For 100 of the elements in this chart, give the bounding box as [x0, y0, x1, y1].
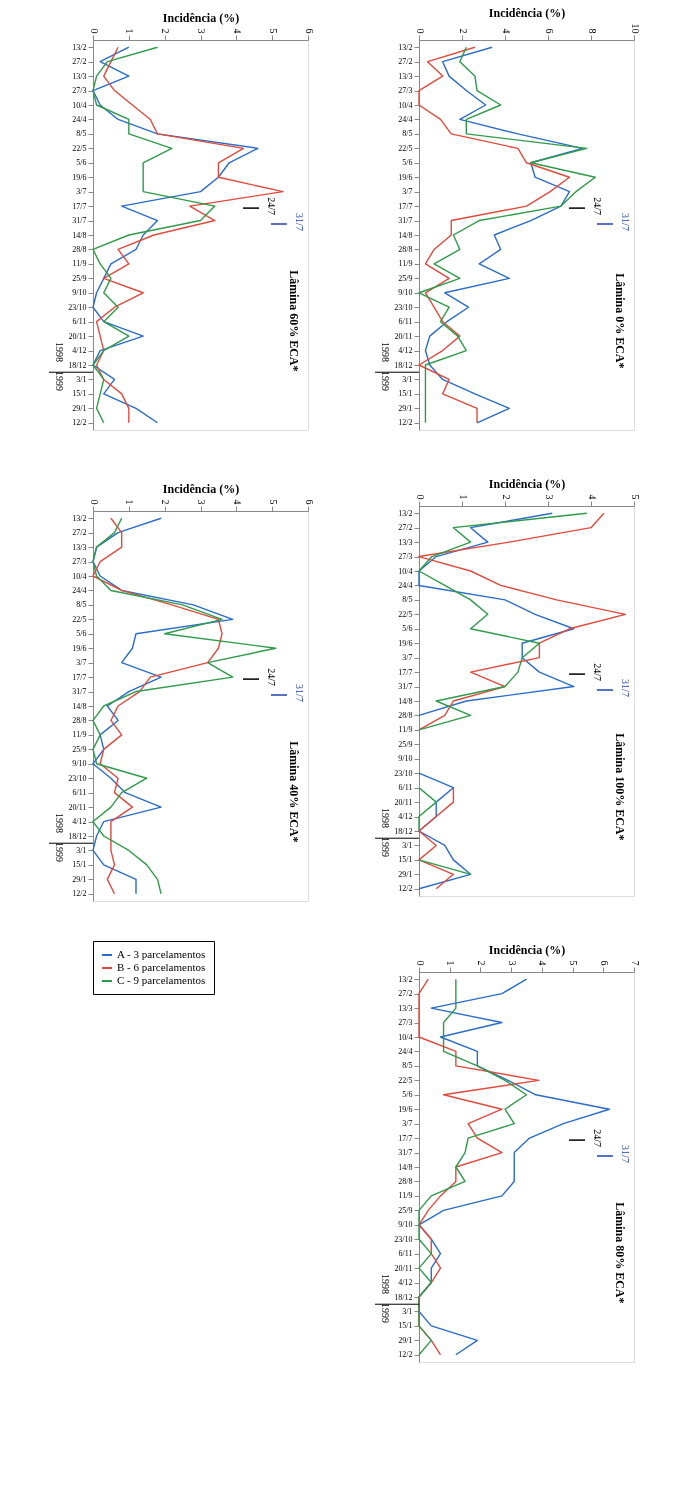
y-tick-label: 11/9 [398, 725, 413, 735]
x-tick-label: 3 [196, 28, 207, 34]
y-tick-label: 17/7 [398, 667, 413, 677]
annotation: 31/7 [619, 1145, 631, 1163]
y-tick-label: 11/9 [72, 730, 87, 740]
y-tick-label: 3/7 [76, 658, 87, 668]
y-tick-label: 12/2 [398, 884, 413, 894]
y-tick-label: 15/1 [398, 855, 413, 865]
y-tick-label: 10/4 [398, 566, 413, 576]
y-tick-label: 18/12 [394, 826, 413, 836]
y-tick-label: 27/3 [398, 552, 413, 562]
y-tick-label: 31/7 [72, 216, 87, 226]
y-tick-label: 27/2 [398, 523, 413, 533]
y-tick-label: 8/5 [76, 129, 87, 139]
y-tick-label: 3/1 [402, 1306, 413, 1316]
y-tick-label: 3/7 [76, 187, 87, 197]
y-tick-label: 8/5 [402, 1061, 413, 1071]
y-tick-label: 24/4 [72, 114, 87, 124]
y-tick-label: 4/12 [72, 346, 87, 356]
y-tick-label: 23/10 [394, 302, 413, 312]
y-tick-label: 20/11 [394, 1263, 413, 1273]
legend-label: A - 3 parcelamentos [117, 948, 206, 960]
y-tick-label: 3/1 [76, 374, 87, 384]
x-axis-title: Incidência (%) [488, 5, 566, 20]
x-tick-label: 4 [500, 28, 512, 34]
x-tick-label: 1 [445, 960, 457, 966]
y-tick-label: 24/4 [398, 1046, 413, 1056]
y-tick-label: 13/2 [398, 508, 413, 518]
y-tick-label: 13/2 [72, 42, 87, 52]
y-tick-label: 3/1 [402, 374, 413, 384]
y-tick-label: 20/11 [394, 331, 413, 341]
x-axis-title: Incidência (%) [162, 481, 240, 496]
x-axis-title: Incidência (%) [488, 942, 566, 957]
y-tick-label: 10/4 [72, 100, 87, 110]
y-tick-label: 20/11 [394, 797, 413, 807]
y-tick-label: 12/2 [398, 1350, 413, 1360]
y-tick-label: 27/3 [72, 557, 87, 567]
x-tick-label: 2 [500, 494, 512, 500]
y-tick-label: 19/6 [398, 1104, 413, 1114]
y-tick-label: 27/2 [72, 57, 87, 67]
y-tick-label: 13/2 [398, 42, 413, 52]
y-tick-label: 8/5 [402, 595, 413, 605]
y-tick-label: 17/7 [398, 201, 413, 211]
text: Lâmina 40% ECA* [287, 741, 301, 843]
y-tick-label: 3/1 [402, 840, 413, 850]
x-tick-label: 5 [267, 28, 279, 34]
y-tick-label: 13/3 [398, 71, 413, 81]
y-tick-label: 12/2 [72, 418, 87, 428]
y-tick-label: 29/1 [72, 874, 87, 884]
y-tick-label: 31/7 [72, 687, 87, 697]
y-tick-label: 18/12 [68, 831, 87, 841]
y-tick-label: 12/2 [398, 418, 413, 428]
y-tick-label: 31/7 [398, 682, 413, 692]
text: 1998 [380, 808, 391, 828]
y-tick-label: 8/5 [402, 129, 413, 139]
y-tick-label: 29/1 [398, 869, 413, 879]
y-tick-label: 23/10 [68, 773, 87, 783]
x-tick-label: 1 [457, 494, 469, 500]
text: 1999 [380, 836, 391, 857]
y-tick-label: 5/6 [76, 629, 87, 639]
x-tick-label: 2 [160, 499, 172, 505]
y-tick-label: 28/8 [398, 1176, 413, 1186]
y-tick-label: 17/7 [398, 1133, 413, 1143]
y-tick-label: 9/10 [72, 759, 87, 769]
y-tick-label: 28/8 [72, 715, 87, 725]
y-tick-label: 4/12 [72, 817, 87, 827]
x-tick-label: 6 [543, 28, 555, 34]
y-tick-label: 20/11 [68, 802, 87, 812]
annotation: 31/7 [619, 213, 631, 231]
y-tick-label: 19/6 [72, 172, 87, 182]
y-tick-label: 31/7 [398, 216, 413, 226]
x-tick-label: 1 [124, 499, 136, 505]
x-tick-label: 4 [231, 499, 243, 505]
x-tick-label: 0 [414, 960, 426, 966]
y-tick-label: 31/7 [398, 1148, 413, 1158]
annotation: 31/7 [293, 213, 305, 231]
x-tick-label: 4 [586, 494, 598, 500]
y-tick-label: 15/1 [72, 389, 87, 399]
y-tick-label: 14/8 [398, 696, 413, 706]
x-tick-label: 1 [124, 28, 136, 34]
x-tick-label: 5 [568, 960, 580, 966]
y-tick-label: 27/2 [72, 528, 87, 538]
annotation: 24/7 [592, 1129, 603, 1147]
y-tick-label: 3/1 [76, 845, 87, 855]
text: 1998 [54, 813, 65, 833]
y-tick-label: 25/9 [72, 273, 87, 283]
y-tick-label: 5/6 [402, 158, 413, 168]
x-tick-label: 3 [543, 494, 555, 500]
y-tick-label: 11/9 [398, 1191, 413, 1201]
y-tick-label: 23/10 [68, 302, 87, 312]
text: 1998 [54, 342, 65, 362]
annotation: 24/7 [592, 663, 603, 681]
x-axis-title: Incidência (%) [162, 10, 240, 25]
y-tick-label: 9/10 [398, 754, 413, 764]
y-tick-label: 13/2 [72, 513, 87, 523]
annotation: 31/7 [293, 684, 305, 702]
y-tick-label: 25/9 [398, 739, 413, 749]
x-tick-label: 8 [586, 28, 598, 34]
y-tick-label: 28/8 [72, 244, 87, 254]
y-tick-label: 23/10 [394, 1234, 413, 1244]
